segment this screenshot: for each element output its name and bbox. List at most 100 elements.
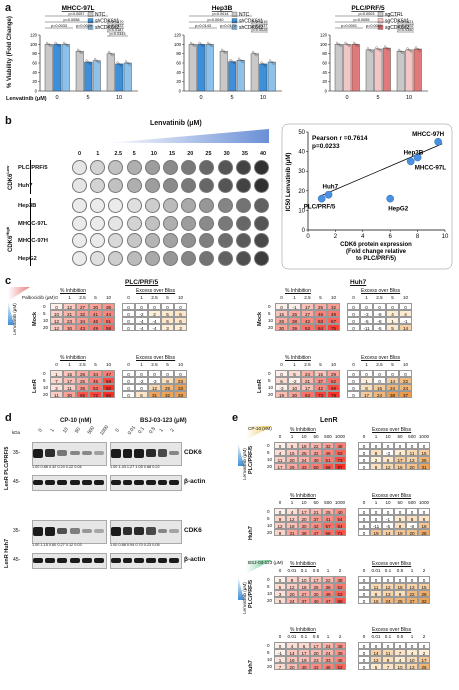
y-tick-label: 0 xyxy=(325,89,328,94)
row-label: 5 xyxy=(43,310,46,316)
row-label: 10 xyxy=(268,384,274,390)
data-point xyxy=(107,51,111,54)
data-point xyxy=(241,60,244,63)
row-label: 5 xyxy=(267,649,270,655)
table-cell: 8 xyxy=(370,449,382,456)
bar xyxy=(44,44,53,92)
data-point xyxy=(198,41,201,44)
column-header: 10 xyxy=(385,500,391,505)
concentration-label: 0 xyxy=(78,151,82,157)
table-cell: 33 xyxy=(322,656,334,663)
scatter-x-label: CDK6 protein expression xyxy=(340,242,412,248)
row-label-lenr-plc: LenR PLC/PRF/5 xyxy=(4,446,10,490)
table-cell: 39 xyxy=(334,649,346,656)
column-header: 0 xyxy=(362,568,366,573)
data-point xyxy=(56,43,59,46)
column-header: 0 xyxy=(278,568,282,573)
table-cell: 40 xyxy=(334,508,346,515)
column-header: 0.5 xyxy=(396,634,404,639)
table-cell: 0 xyxy=(418,576,430,583)
concentration-label: 10 xyxy=(150,151,157,157)
table-cell: 37 xyxy=(310,515,322,522)
data-point xyxy=(87,61,90,64)
legend-swatch xyxy=(87,24,94,30)
table-cell: 11 xyxy=(406,449,418,456)
x-tick-label: 0 xyxy=(55,95,58,101)
table-cell: 8 xyxy=(161,377,174,384)
protein-band xyxy=(33,526,44,536)
table-cell: 45 xyxy=(314,310,327,317)
table-cell: 0 xyxy=(135,370,148,377)
table-cell: 0 xyxy=(358,508,370,515)
data-point xyxy=(416,47,419,51)
table-cell: 4 xyxy=(394,449,406,456)
bar xyxy=(382,47,391,92)
table-cell: 29 xyxy=(286,463,298,470)
table-cell: 25 xyxy=(418,663,430,670)
p-value-label: p=0.0029 xyxy=(76,24,92,28)
table-cell: 27 xyxy=(301,310,314,317)
table-cell: 0 xyxy=(418,442,430,449)
colony-well xyxy=(90,250,106,266)
table-cell: 45 xyxy=(89,377,102,384)
data-point xyxy=(385,47,388,50)
colony-well xyxy=(144,233,160,248)
data-point xyxy=(118,62,121,65)
table-cell: 18 xyxy=(298,442,310,449)
column-header: 1 xyxy=(365,295,368,300)
table-cell: 0 xyxy=(122,303,135,310)
kda-marker: 35- xyxy=(13,450,21,456)
p-value-label: p=0.0033 xyxy=(51,24,67,28)
table-cell: 0 xyxy=(406,508,418,515)
data-point xyxy=(64,43,67,46)
column-header: 1 xyxy=(410,568,414,573)
table-cell: 16 xyxy=(286,656,298,663)
data-point xyxy=(222,50,225,53)
table-cell: 8 xyxy=(360,384,373,391)
bar xyxy=(53,44,62,92)
p-value-label: p=0.0014 xyxy=(213,12,229,16)
column-header: 1000 xyxy=(418,434,430,439)
table-cell: 38 xyxy=(288,317,301,324)
colony-well xyxy=(163,177,178,193)
protein-band xyxy=(146,479,156,485)
table-cell: 39 xyxy=(288,324,301,331)
table-cell: 69 xyxy=(102,377,115,384)
bar xyxy=(84,61,93,92)
table-cell: 0 xyxy=(386,370,399,377)
data-point xyxy=(220,48,224,51)
column-header: 0.01 xyxy=(371,568,381,573)
table-cell: 36 xyxy=(76,384,89,391)
data-point xyxy=(111,54,114,57)
scatter-y-tick-label: 20 xyxy=(298,189,305,195)
table-cell: 75 xyxy=(327,324,340,331)
column-header: 500 xyxy=(324,434,332,439)
bsj-dose: 2 xyxy=(170,428,176,434)
table-cell: 0 xyxy=(418,642,430,649)
table-cell: 0 xyxy=(394,576,406,583)
bsj-label-e: BSJ-03-123 (μM) xyxy=(248,560,284,565)
table-cell: 53 xyxy=(301,391,314,398)
table-cell: 14 xyxy=(370,649,382,656)
table-cell: 20 xyxy=(406,529,418,536)
scatter-point xyxy=(386,194,395,203)
colony-well xyxy=(217,177,233,193)
table-cell: 8 xyxy=(394,522,406,529)
colony-well xyxy=(181,198,197,213)
colony-well xyxy=(90,177,106,193)
protein-band xyxy=(81,557,92,563)
kda-marker: 45- xyxy=(13,557,21,563)
scatter-point xyxy=(324,190,333,199)
kda-marker: 45- xyxy=(13,479,21,485)
table-cell: 5 xyxy=(386,324,399,331)
table-cell: 33 xyxy=(174,384,187,391)
data-point xyxy=(54,41,57,44)
p-value-label: p=0.0172 xyxy=(220,24,236,28)
bliss-table-header: 0 1 10 50 500 1000 xyxy=(358,434,430,439)
concentration-label: 30 xyxy=(223,151,230,157)
data-point xyxy=(76,48,80,51)
table-cell: 37 xyxy=(399,391,412,398)
data-point xyxy=(193,44,196,47)
y-tick-label: 20 xyxy=(322,79,327,84)
colony-well xyxy=(217,160,233,175)
